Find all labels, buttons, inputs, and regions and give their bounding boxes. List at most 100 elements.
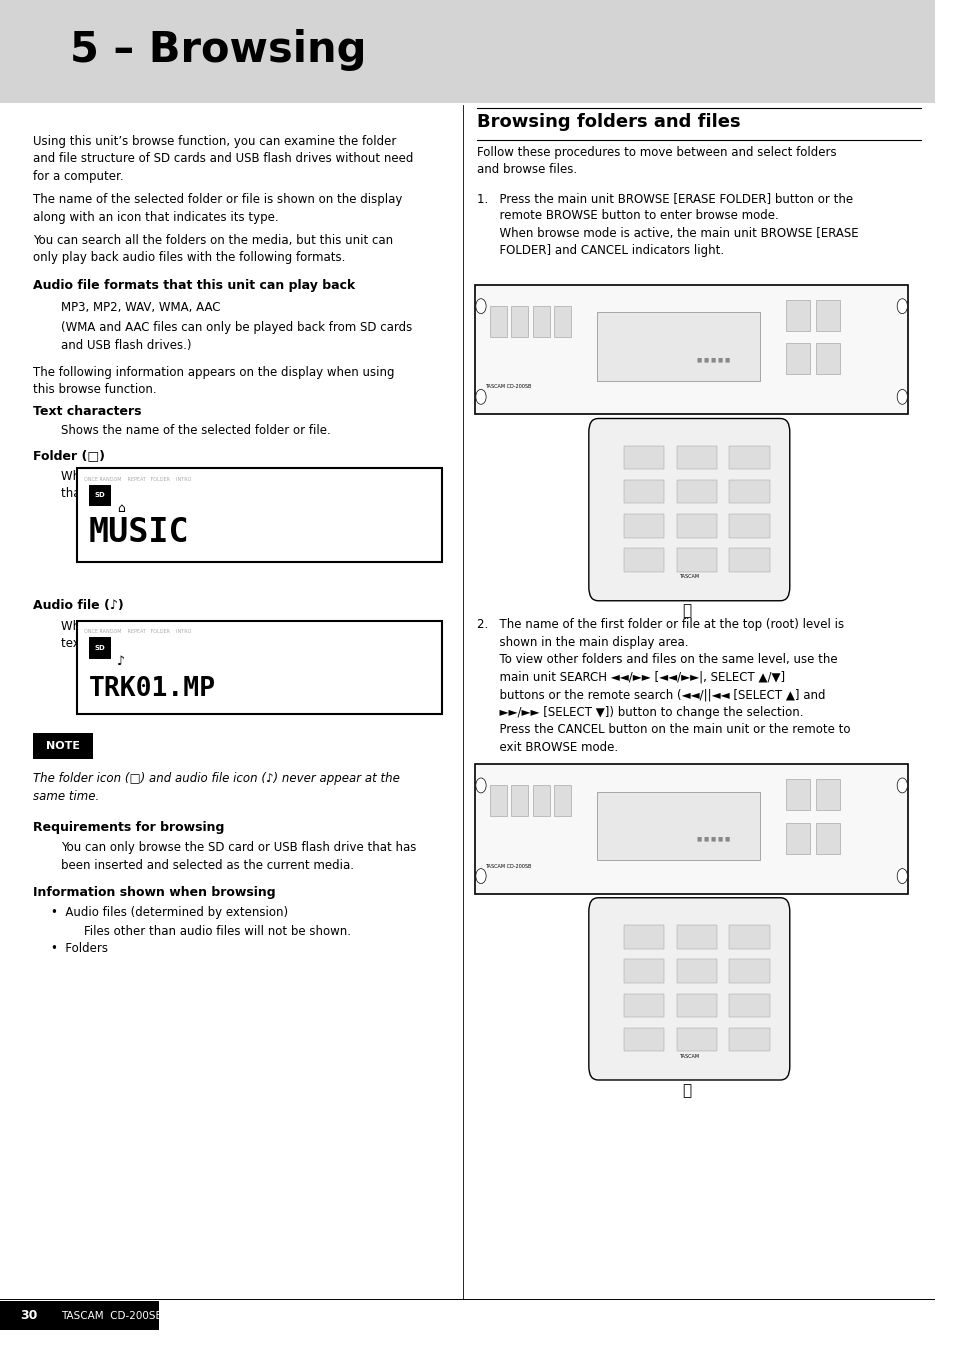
Text: TASCAM CD-200SB: TASCAM CD-200SB: [485, 385, 531, 389]
FancyBboxPatch shape: [729, 960, 769, 983]
Text: 👆: 👆: [625, 425, 638, 444]
FancyBboxPatch shape: [554, 306, 571, 338]
Text: Audio file formats that this unit can play back: Audio file formats that this unit can pl…: [32, 279, 355, 293]
FancyBboxPatch shape: [785, 822, 809, 853]
Text: SD: SD: [94, 493, 105, 498]
Text: ■ ■ ■ ■ ■: ■ ■ ■ ■ ■: [696, 358, 729, 362]
FancyBboxPatch shape: [623, 1027, 663, 1050]
FancyBboxPatch shape: [89, 485, 112, 506]
Text: 👆: 👆: [681, 1083, 691, 1098]
FancyBboxPatch shape: [623, 994, 663, 1017]
FancyBboxPatch shape: [676, 925, 716, 949]
FancyBboxPatch shape: [489, 306, 506, 338]
Text: (WMA and AAC files can only be played back from SD cards
and USB flash drives.): (WMA and AAC files can only be played ba…: [61, 321, 412, 352]
FancyBboxPatch shape: [623, 925, 663, 949]
Text: SD: SD: [94, 645, 105, 651]
Text: ♪: ♪: [116, 655, 125, 668]
Text: Audio file (♪): Audio file (♪): [32, 599, 123, 613]
FancyBboxPatch shape: [0, 1301, 159, 1330]
Text: TASCAM CD-200SB: TASCAM CD-200SB: [485, 864, 531, 868]
FancyBboxPatch shape: [489, 786, 506, 817]
FancyBboxPatch shape: [76, 621, 441, 714]
FancyBboxPatch shape: [554, 786, 571, 817]
FancyBboxPatch shape: [511, 306, 528, 338]
FancyBboxPatch shape: [676, 994, 716, 1017]
Text: Browsing folders and files: Browsing folders and files: [476, 113, 740, 131]
FancyBboxPatch shape: [676, 514, 716, 537]
Text: Requirements for browsing: Requirements for browsing: [32, 821, 224, 834]
Text: When a folder is selected, this icon appears above the text
that shows the folde: When a folder is selected, this icon app…: [61, 470, 410, 501]
Text: NOTE: NOTE: [46, 741, 80, 751]
Text: TRK01.MP: TRK01.MP: [89, 676, 215, 702]
FancyBboxPatch shape: [475, 285, 907, 414]
FancyBboxPatch shape: [623, 960, 663, 983]
Circle shape: [896, 778, 906, 792]
Text: ■ ■ ■ ■ ■: ■ ■ ■ ■ ■: [696, 837, 729, 841]
FancyBboxPatch shape: [729, 548, 769, 572]
Text: The folder icon (□) and audio file icon (♪) never appear at the
same time.: The folder icon (□) and audio file icon …: [32, 772, 399, 803]
Text: ⌂: ⌂: [116, 502, 125, 516]
Circle shape: [476, 389, 486, 404]
FancyBboxPatch shape: [676, 960, 716, 983]
FancyBboxPatch shape: [729, 514, 769, 537]
FancyBboxPatch shape: [32, 733, 93, 759]
Text: Text characters: Text characters: [32, 405, 141, 418]
Text: MP3, MP2, WAV, WMA, AAC: MP3, MP2, WAV, WMA, AAC: [61, 301, 220, 315]
FancyBboxPatch shape: [623, 514, 663, 537]
FancyBboxPatch shape: [588, 418, 789, 601]
FancyBboxPatch shape: [676, 481, 716, 504]
FancyBboxPatch shape: [532, 786, 549, 817]
FancyBboxPatch shape: [511, 786, 528, 817]
FancyBboxPatch shape: [676, 446, 716, 470]
FancyBboxPatch shape: [623, 481, 663, 504]
Text: Shows the name of the selected folder or file.: Shows the name of the selected folder or…: [61, 424, 330, 437]
Text: 30: 30: [21, 1310, 38, 1322]
Circle shape: [476, 778, 486, 792]
FancyBboxPatch shape: [532, 306, 549, 338]
Text: •  Audio files (determined by extension): • Audio files (determined by extension): [51, 906, 288, 919]
FancyBboxPatch shape: [676, 548, 716, 572]
Text: 1.   Press the main unit BROWSE [ERASE FOLDER] button or the
      remote BROWSE: 1. Press the main unit BROWSE [ERASE FOL…: [476, 192, 858, 258]
FancyBboxPatch shape: [785, 779, 809, 810]
Text: 5 – Browsing: 5 – Browsing: [70, 28, 366, 72]
FancyBboxPatch shape: [785, 343, 809, 374]
FancyBboxPatch shape: [816, 343, 839, 374]
Text: Files other than audio files will not be shown.: Files other than audio files will not be…: [84, 925, 351, 938]
Text: Folder (□): Folder (□): [32, 450, 105, 463]
FancyBboxPatch shape: [76, 468, 441, 562]
FancyBboxPatch shape: [816, 300, 839, 331]
FancyBboxPatch shape: [785, 300, 809, 331]
Text: 👆: 👆: [625, 904, 638, 923]
FancyBboxPatch shape: [816, 779, 839, 810]
FancyBboxPatch shape: [0, 0, 934, 103]
Text: 👆: 👆: [681, 603, 691, 618]
Text: When an audio file is selected, this icon appears above the
text that shows the : When an audio file is selected, this ico…: [61, 620, 410, 651]
FancyBboxPatch shape: [729, 994, 769, 1017]
FancyBboxPatch shape: [475, 764, 907, 894]
Text: MUSIC: MUSIC: [89, 517, 190, 549]
Text: TASCAM: TASCAM: [679, 575, 699, 579]
Text: The name of the selected folder or file is shown on the display
along with an ic: The name of the selected folder or file …: [32, 193, 401, 224]
FancyBboxPatch shape: [729, 446, 769, 470]
Text: ONCE RANDOM    REPEAT   FOLDER    INTRO: ONCE RANDOM REPEAT FOLDER INTRO: [84, 477, 192, 482]
FancyBboxPatch shape: [816, 822, 839, 853]
Text: Using this unit’s browse function, you can examine the folder
and file structure: Using this unit’s browse function, you c…: [32, 135, 413, 184]
Text: 2.   The name of the first folder or file at the top (root) level is
      shown: 2. The name of the first folder or file …: [476, 618, 849, 753]
FancyBboxPatch shape: [89, 637, 112, 659]
Circle shape: [896, 389, 906, 404]
Circle shape: [476, 298, 486, 313]
FancyBboxPatch shape: [676, 1027, 716, 1050]
Text: Information shown when browsing: Information shown when browsing: [32, 886, 275, 899]
Text: ONCE RANDOM    REPEAT   FOLDER    INTRO: ONCE RANDOM REPEAT FOLDER INTRO: [84, 629, 192, 634]
FancyBboxPatch shape: [623, 446, 663, 470]
FancyBboxPatch shape: [729, 481, 769, 504]
Text: Follow these procedures to move between and select folders
and browse files.: Follow these procedures to move between …: [476, 146, 836, 177]
Text: You can search all the folders on the media, but this unit can
only play back au: You can search all the folders on the me…: [32, 234, 393, 265]
FancyBboxPatch shape: [588, 898, 789, 1080]
FancyBboxPatch shape: [729, 1027, 769, 1050]
Text: The following information appears on the display when using
this browse function: The following information appears on the…: [32, 366, 394, 397]
Text: •  Folders: • Folders: [51, 942, 109, 956]
Circle shape: [896, 868, 906, 883]
Circle shape: [476, 868, 486, 883]
FancyBboxPatch shape: [597, 312, 760, 381]
